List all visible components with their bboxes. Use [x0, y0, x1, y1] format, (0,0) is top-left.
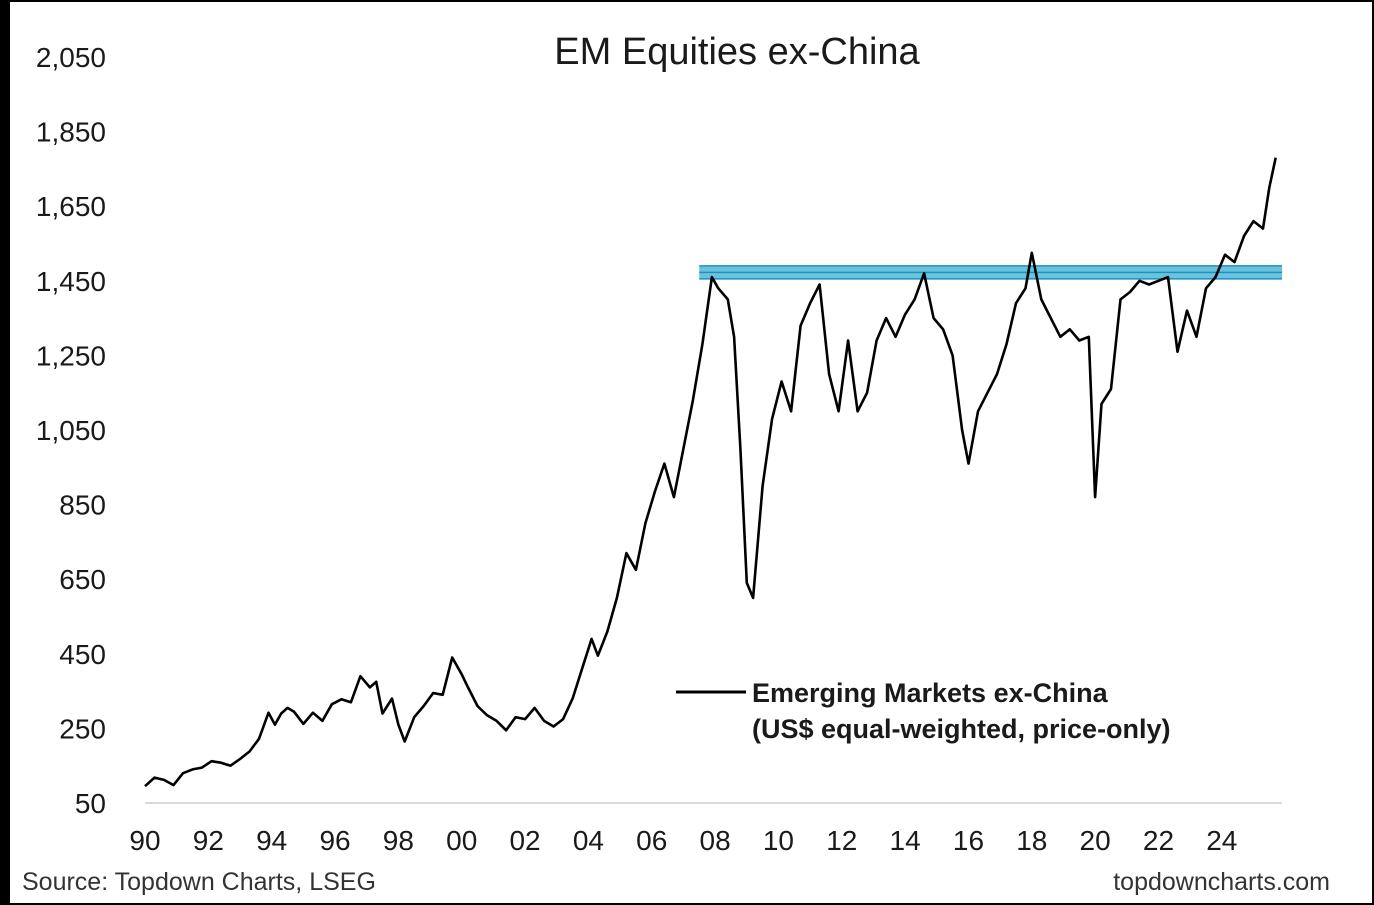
y-tick-label: 50 [75, 788, 106, 819]
y-tick-label: 850 [59, 490, 106, 521]
legend-sublabel: (US$ equal-weighted, price-only) [752, 714, 1171, 744]
x-tick-label: 00 [446, 825, 477, 856]
y-tick-label: 2,050 [36, 42, 106, 73]
x-tick-label: 02 [509, 825, 540, 856]
x-tick-label: 08 [700, 825, 731, 856]
y-tick-label: 1,050 [36, 415, 106, 446]
legend: Emerging Markets ex-China (US$ equal-wei… [676, 678, 1171, 744]
x-tick-label: 98 [383, 825, 414, 856]
chart-title: EM Equities ex-China [554, 31, 920, 73]
site-credit: topdowncharts.com [1113, 868, 1330, 896]
chart-canvas: EM Equities ex-China 2,050 1,850 1,650 1,45… [22, 31, 1330, 896]
series-line-em-ex-china [144, 157, 1277, 788]
x-tick-label: 16 [953, 825, 984, 856]
x-axis: 90 92 94 96 98 00 02 04 06 08 10 12 14 16 18 20 22 24 [129, 825, 1237, 856]
x-tick-label: 94 [256, 825, 287, 856]
y-tick-label: 450 [59, 639, 106, 670]
x-tick-label: 24 [1206, 825, 1237, 856]
resistance-band [699, 265, 1282, 280]
y-tick-label: 1,850 [36, 117, 106, 148]
y-tick-label: 1,250 [36, 340, 106, 371]
y-tick-label: 250 [59, 713, 106, 744]
x-tick-label: 90 [129, 825, 160, 856]
x-tick-label: 92 [193, 825, 224, 856]
chart-frame: EM Equities ex-China 2,050 1,850 1,650 1,45… [10, 2, 1372, 903]
legend-label: Emerging Markets ex-China [752, 678, 1109, 708]
y-tick-label: 650 [59, 564, 106, 595]
x-tick-label: 04 [573, 825, 604, 856]
y-tick-label: 1,450 [36, 266, 106, 297]
x-tick-label: 18 [1016, 825, 1047, 856]
x-tick-label: 10 [763, 825, 794, 856]
x-tick-label: 22 [1143, 825, 1174, 856]
x-tick-label: 20 [1080, 825, 1111, 856]
x-tick-label: 14 [890, 825, 921, 856]
y-tick-label: 1,650 [36, 191, 106, 222]
source-note: Source: Topdown Charts, LSEG [22, 868, 376, 896]
x-tick-label: 06 [636, 825, 667, 856]
y-axis: 2,050 1,850 1,650 1,450 1,250 1,050 850 650 450 2… [36, 42, 106, 819]
x-tick-label: 12 [826, 825, 857, 856]
x-tick-label: 96 [319, 825, 350, 856]
